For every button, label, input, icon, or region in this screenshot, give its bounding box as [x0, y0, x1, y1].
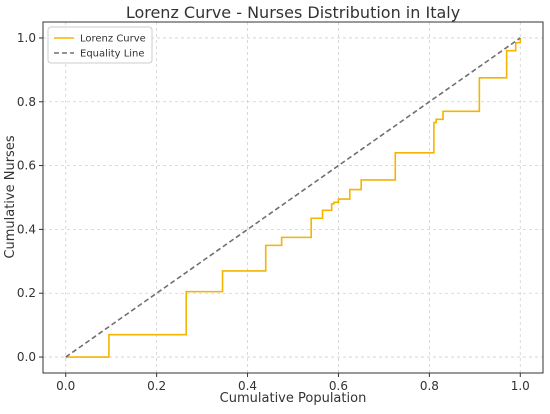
legend: Lorenz Curve Equality Line: [47, 26, 153, 64]
y-tick-label: 0.0: [17, 350, 36, 364]
x-tick-label: 0.8: [420, 379, 439, 393]
y-tick-label: 0.2: [17, 286, 36, 300]
legend-box: [47, 26, 153, 64]
plot-area: [65, 37, 522, 358]
axes: 0.0 0.2 0.4 0.6 0.8 1.0 0.0 0.2 0.4 0.6 0.8 1.0: [17, 21, 544, 393]
y-tick-label: 0.8: [17, 95, 36, 109]
legend-label: Equality Line: [80, 49, 145, 60]
x-tick-label: 1.0: [511, 379, 530, 393]
plot-frame: [42, 21, 544, 374]
y-tick-label: 1.0: [17, 31, 36, 45]
x-tick-label: 0.0: [56, 379, 75, 393]
series-line-equality-line: [65, 37, 521, 358]
grid-lines: [43, 22, 543, 373]
series-line-lorenz-curve: [65, 37, 522, 358]
legend-label: Lorenz Curve: [80, 34, 146, 45]
y-axis-title: Cumulative Nurses: [3, 135, 18, 258]
x-tick-label: 0.2: [147, 379, 166, 393]
x-tick-label: 0.4: [238, 379, 257, 393]
y-tick-label: 0.6: [17, 159, 36, 173]
y-tick-label: 0.4: [17, 222, 36, 236]
chart-title: Lorenz Curve - Nurses Distribution in It…: [126, 3, 460, 22]
x-tick-label: 0.6: [329, 379, 348, 393]
x-axis-title: Cumulative Population: [220, 391, 367, 406]
